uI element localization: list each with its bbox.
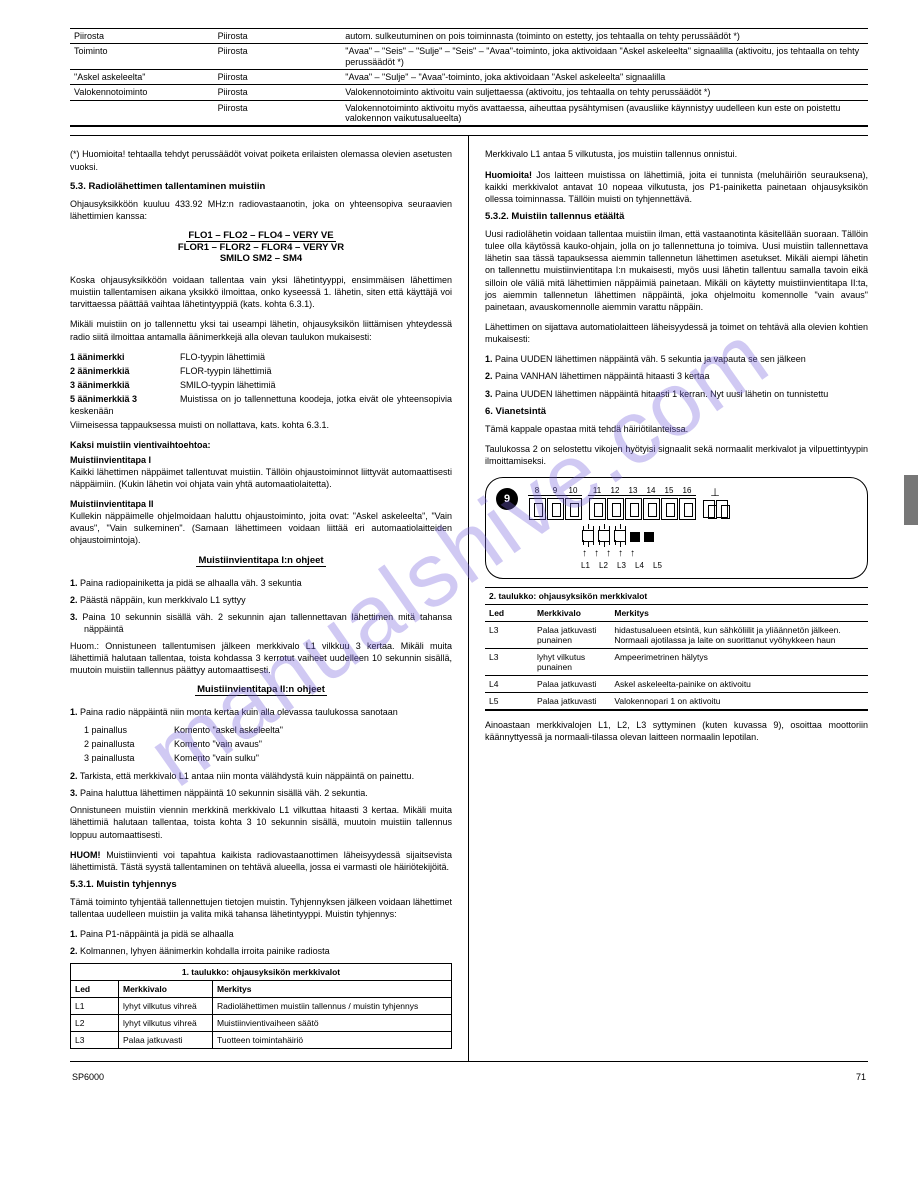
top-table-row: PiirostaValokennotoiminto aktivoitu myös…: [70, 100, 868, 126]
memo-intro: Ohjausyksikköön kuuluu 433.92 MHz:n radi…: [70, 198, 452, 222]
page-footer: SP6000 71: [70, 1072, 868, 1082]
step-1: 1. Paina radiopainiketta ja pidä se alha…: [70, 577, 452, 589]
r-6-body: Tämä kappale opastaa mitä tehdä häiriöti…: [485, 423, 868, 435]
top-table-row: "Askel askeleelta"Piirosta"Avaa" – "Sulj…: [70, 70, 868, 85]
press-row: 1 painallusKomento "askel askeleelta": [84, 724, 452, 736]
tx-list: FLO1 – FLO2 – FLO4 – VERY VE FLOR1 – FLO…: [70, 230, 452, 264]
left-column: (*) Huomioita! tehtaalla tehdyt perussää…: [70, 136, 469, 1060]
t1-h-led: Led: [71, 980, 119, 997]
top-table-row: PiirostaPiirostaautom. sulkeutuminen on …: [70, 29, 868, 44]
variant2: Muistiinvientitapa IIKullekin näppäimell…: [70, 498, 452, 547]
table-row: L3Palaa jatkuvasti punainenhidastusaluee…: [485, 622, 868, 649]
factory-note: (*) Huomioita! tehtaalla tehdyt perussää…: [70, 148, 452, 172]
tx-row-2: FLOR1 – FLOR2 – FLOR4 – VERY VR: [178, 242, 344, 253]
r-warn: Huomioita! Jos laitteen muistissa on läh…: [485, 169, 868, 205]
beep-list: 1 äänimerkkiFLO-tyypin lähettimiä 2 äänim…: [70, 351, 452, 418]
rs2: 2. Paina VANHAN lähettimen näppäintä hit…: [485, 370, 868, 382]
t2-h-flag: Merkkivalo: [533, 605, 610, 622]
section-5-3-2-head: 5.3.2. Muistiin tallennus etäältä: [485, 211, 868, 222]
figure-number-badge: 9: [496, 488, 518, 510]
led-l1-icon: [582, 530, 594, 542]
proc2-head: Muistiinvientitapa II:n ohjeet: [195, 684, 327, 696]
last-warn: Viimeisessa tappauksessa muisti on nolla…: [70, 419, 452, 431]
attention-block: HUOM! Muistiinvienti voi tapahtua kaikis…: [70, 849, 452, 873]
top-table-row: ValokennotoimintoPiirostaValokennotoimin…: [70, 85, 868, 100]
t2-h-led: Led: [485, 605, 533, 622]
table-1-led: 1. taulukko: ohjausyksikön merkkivalot L…: [70, 963, 452, 1049]
beep-row: 5 äänimerkkiä 3Muistissa on jo tallennet…: [70, 393, 452, 417]
beep-row: 3 äänimerkkiäSMILO-tyypin lähettimiä: [70, 379, 452, 391]
rs1: 1. Paina UUDEN lähettimen näppäintä väh.…: [485, 353, 868, 365]
note-1: Huom.: Onnistuneen tallentumisen jälkeen…: [70, 640, 452, 676]
table-row: L4Palaa jatkuvastiAskel askeleelta-paini…: [485, 676, 868, 693]
beep-row: 1 äänimerkkiFLO-tyypin lähettimiä: [70, 351, 452, 363]
t1-h-meaning: Merkitys: [213, 980, 452, 997]
variants-head: Kaksi muistiin vientivaihtoehtoa:: [70, 440, 452, 450]
press-row: 2 painallustaKomento "vain avaus": [84, 738, 452, 750]
tx-row-3: SMILO SM2 – SM4: [220, 253, 302, 264]
led-l4-icon: [630, 532, 640, 542]
p3: Mikäli muistiin on jo tallennettu yksi t…: [70, 318, 452, 342]
r-footer-body: Ainoastaan merkkivalojen L1, L2, L3 sytt…: [485, 719, 868, 743]
r-532-body2: Lähettimen on sijattava automatiolaittee…: [485, 321, 868, 345]
r-532-body: Uusi radiolähetin voidaan tallentaa muis…: [485, 228, 868, 313]
top-settings-table: PiirostaPiirostaautom. sulkeutuminen on …: [70, 28, 868, 127]
step-3: 3. Paina 10 sekunnin sisällä väh. 2 seku…: [70, 611, 452, 635]
top-table-row: Toiminto Piirosta"Avaa" – "Seis" – "Sulj…: [70, 44, 868, 70]
step-2: 2. Päästä näppäin, kun merkkivalo L1 syt…: [70, 594, 452, 606]
table-row: L5Palaa jatkuvastiValokennopari 1 on akt…: [485, 693, 868, 711]
step2-1: 1. Paina radio näppäintä niin monta kert…: [70, 706, 452, 718]
r-6-body2: Taulukossa 2 on selostettu vikojen hyöty…: [485, 443, 868, 467]
t2-h-m: Merkitys: [610, 605, 868, 622]
press-row: 3 painallustaKomento "vain sulku": [84, 752, 452, 764]
page-edge-tab: [904, 475, 918, 525]
step2-2: 2. Tarkista, että merkkivalo L1 antaa ni…: [70, 770, 452, 782]
rs3: 3. Paina UUDEN lähettimen näppäintä hita…: [485, 388, 868, 400]
press-list: 1 painallusKomento "askel askeleelta" 2 p…: [84, 724, 452, 764]
table-row: L2lyhyt vilkutus vihreäMuistiinvientivai…: [71, 1014, 452, 1031]
right-column: Merkkivalo L1 antaa 5 vilkutusta, jos mu…: [469, 136, 868, 1060]
led-l5-icon: [644, 532, 654, 542]
led-indicator-row: [582, 530, 849, 542]
table-row: L1lyhyt vilkutus vihreäRadiolähettimen m…: [71, 997, 452, 1014]
figure-9: 9 8910 111213141516 ⊥: [485, 477, 868, 579]
led-l3-icon: [614, 530, 626, 542]
section-6-head: 6. Vianetsintä: [485, 406, 868, 417]
note-2: Onnistuneen muistiin viennin merkkinä me…: [70, 804, 452, 840]
led-arrows: ↑↑↑↑↑: [582, 548, 849, 559]
terminal-block-1: 8910: [528, 486, 582, 520]
antenna-block: ⊥: [702, 486, 728, 518]
step3-2: 2. Kolmannen, lyhyen äänimerkin kohdalla…: [70, 945, 452, 957]
table1-title: 1. taulukko: ohjausyksikön merkkivalot: [71, 963, 452, 980]
tx-row-1: FLO1 – FLO2 – FLO4 – VERY VE: [186, 230, 335, 242]
led-l2-icon: [598, 530, 610, 542]
table-row: L3lyhyt vilkutus punainenAmpeerimetrinen…: [485, 649, 868, 676]
table-2-led: 2. taulukko: ohjausyksikön merkkivalot L…: [485, 587, 868, 711]
table-row: L3Palaa jatkuvastiTuotteen toimintahäiri…: [71, 1031, 452, 1048]
section-5-3-head: 5.3. Radiolähettimen tallentaminen muist…: [70, 181, 452, 192]
r-p1: Merkkivalo L1 antaa 5 vilkutusta, jos mu…: [485, 148, 868, 160]
led-labels: L1L2L3L4L5: [578, 561, 849, 570]
beep-row: 2 äänimerkkiäFLOR-tyypin lähettimiä: [70, 365, 452, 377]
proc1-head: Muistiinvientitapa I:n ohjeet: [196, 555, 325, 567]
sect-5-3-1-body: Tämä toiminto tyhjentää tallennettujen t…: [70, 896, 452, 920]
t1-h-flag: Merkkivalo: [119, 980, 213, 997]
footer-model: SP6000: [72, 1072, 104, 1082]
terminal-block-2: 111213141516: [588, 486, 696, 520]
footer-page-number: 71: [856, 1072, 866, 1082]
section-5-3-1-head: 5.3.1. Muistin tyhjennys: [70, 879, 452, 890]
variant1: Muistiinvientitapa IKaikki lähettimen nä…: [70, 454, 452, 490]
step3-1: 1. Paina P1-näppäintä ja pidä se alhaall…: [70, 928, 452, 940]
table2-title: 2. taulukko: ohjausyksikön merkkivalot: [485, 588, 868, 605]
step2-3: 3. Paina haluttua lähettimen näppäintä 1…: [70, 787, 452, 799]
p2: Koska ohjausyksikköön voidaan tallentaa …: [70, 274, 452, 310]
